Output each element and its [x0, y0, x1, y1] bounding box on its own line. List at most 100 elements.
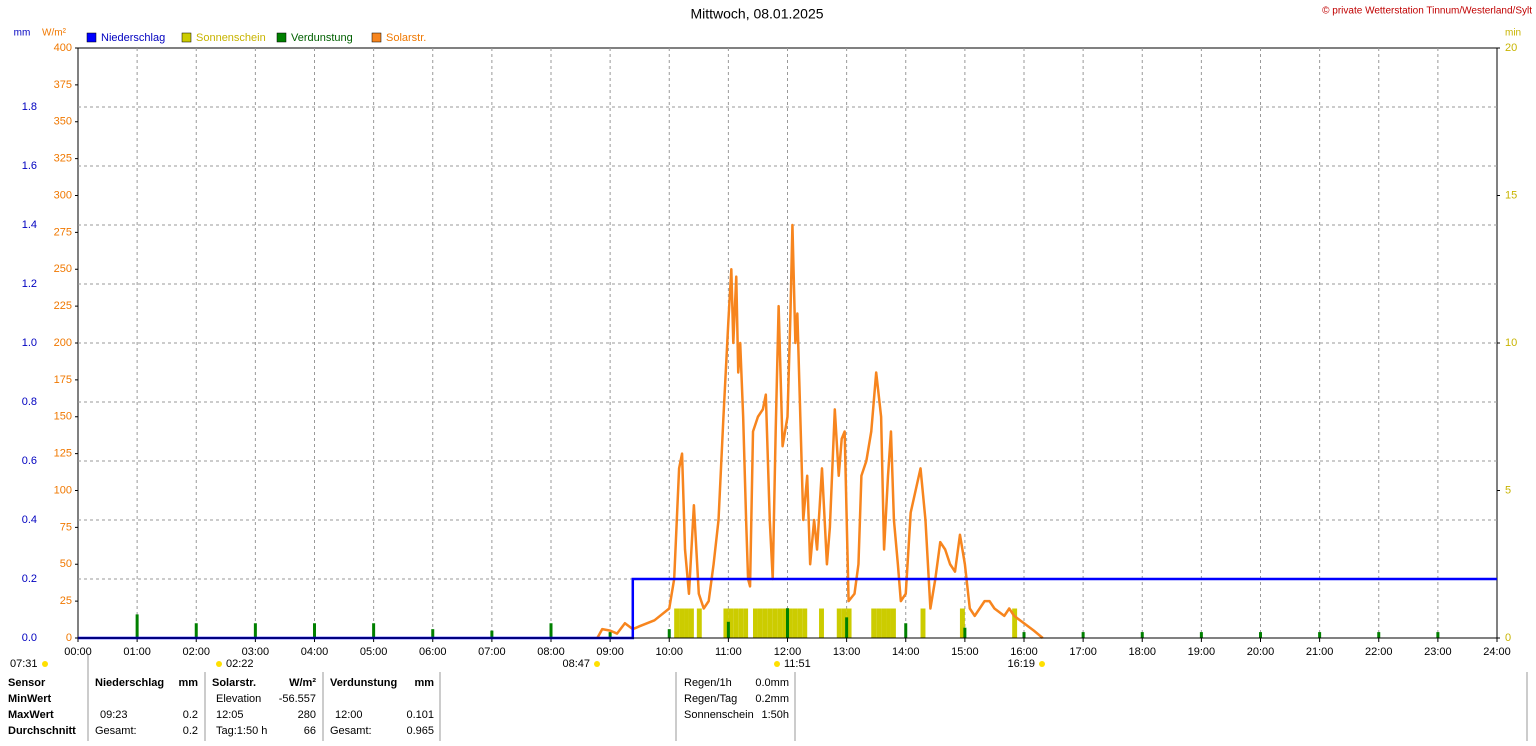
x-tick-label: 13:00 — [833, 646, 861, 658]
bar — [1081, 632, 1085, 638]
y2-tick-label: 150 — [54, 411, 72, 423]
bar — [728, 608, 734, 638]
bar — [886, 608, 891, 638]
bar — [194, 623, 198, 638]
y3-tick-label: 10 — [1505, 337, 1517, 349]
summary-label: Sonnenschein — [684, 709, 754, 721]
stats-cell: MaxWert — [8, 709, 54, 721]
stats-cell: MinWert — [8, 693, 52, 705]
y2-tick-label: 225 — [54, 300, 72, 312]
bar — [890, 608, 896, 638]
x-tick-label: 05:00 — [360, 646, 388, 658]
y2-tick-label: 175 — [54, 374, 72, 386]
bar — [772, 608, 778, 638]
y2-tick-label: 50 — [60, 558, 72, 570]
bar — [876, 608, 882, 638]
bar — [920, 608, 926, 638]
x-tick-label: 07:00 — [478, 646, 506, 658]
x-tick-label: 16:00 — [1010, 646, 1038, 658]
stats-cell: Gesamt: — [95, 725, 137, 737]
x-tick-label: 01:00 — [123, 646, 151, 658]
y3-tick-label: 15 — [1505, 189, 1517, 201]
bar — [1022, 632, 1026, 638]
x-tick-label: 09:00 — [596, 646, 624, 658]
bar — [313, 623, 316, 638]
stats-cell: W/m² — [289, 677, 316, 689]
y-axis-unit: mm — [14, 28, 31, 39]
y2-tick-label: 200 — [54, 337, 72, 349]
stats-cell: Sensor — [8, 677, 46, 689]
line — [596, 223, 1044, 639]
x-tick-label: 18:00 — [1128, 646, 1156, 658]
x-tick-label: 11:00 — [715, 646, 742, 658]
bar — [253, 623, 257, 638]
bar — [841, 608, 847, 638]
stats-cell: -56.557 — [279, 693, 316, 705]
y2-tick-label: 300 — [54, 189, 72, 201]
y2-tick-label: 100 — [54, 484, 72, 496]
bar — [1140, 632, 1144, 638]
bar — [782, 608, 788, 638]
summary-label: Regen/1h — [684, 677, 732, 689]
bar — [1012, 608, 1018, 638]
bar — [431, 629, 435, 638]
bar — [1318, 632, 1322, 638]
bar — [777, 608, 783, 638]
bar — [845, 617, 849, 638]
x-tick-label: 24:00 — [1483, 646, 1511, 658]
bar — [1199, 632, 1203, 638]
x-tick-label: 19:00 — [1188, 646, 1216, 658]
y-tick-label: 0.6 — [22, 455, 37, 467]
bar — [881, 608, 887, 638]
stats-cell: 12:05 — [216, 709, 244, 721]
time-marker: 02:22 — [226, 658, 254, 670]
y3-axis-unit: min — [1505, 28, 1521, 39]
marker-icon — [594, 661, 600, 667]
bar — [667, 629, 671, 638]
y-tick-label: 1.6 — [22, 160, 37, 172]
marker-icon — [774, 661, 780, 667]
bar — [738, 608, 744, 638]
bar — [871, 608, 877, 638]
stats-cell: Durchschnitt — [8, 725, 76, 737]
x-tick-label: 23:00 — [1424, 646, 1452, 658]
y3-tick-label: 5 — [1505, 484, 1511, 496]
stats-cell: Solarstr. — [212, 677, 256, 689]
chart-title: Mittwoch, 08.01.2025 — [690, 6, 823, 22]
copyright: © private Wetterstation Tinnum/Westerlan… — [1322, 6, 1532, 17]
legend-swatch — [371, 32, 382, 43]
bar — [959, 608, 965, 638]
bar — [679, 608, 685, 638]
bar — [767, 608, 773, 638]
x-tick-label: 03:00 — [242, 646, 270, 658]
y2-tick-label: 75 — [60, 521, 72, 533]
x-tick-label: 21:00 — [1306, 646, 1334, 658]
x-tick-label: 00:00 — [64, 646, 92, 658]
marker-icon — [216, 661, 222, 667]
bar — [674, 608, 680, 638]
bar — [1377, 632, 1381, 638]
x-tick-label: 14:00 — [892, 646, 920, 658]
time-marker: 07:31 — [10, 658, 38, 670]
stats-cell: 66 — [304, 725, 316, 737]
bar — [819, 608, 824, 638]
y-tick-label: 1.4 — [22, 219, 37, 231]
bar — [1436, 632, 1440, 638]
y2-tick-label: 0 — [66, 632, 72, 644]
y2-axis-unit: W/m² — [42, 28, 67, 39]
marker-icon — [1039, 661, 1045, 667]
stats-cell: Elevation — [216, 693, 261, 705]
bar — [608, 632, 612, 638]
stats-cell: mm — [178, 677, 198, 689]
stats-cell: 0.101 — [406, 709, 434, 721]
bar — [757, 608, 763, 638]
legend-label: Niederschlag — [101, 32, 165, 44]
bar — [846, 608, 852, 638]
stats-cell: 12:00 — [335, 709, 363, 721]
time-marker: 08:47 — [562, 658, 590, 670]
x-tick-label: 08:00 — [537, 646, 565, 658]
bar — [904, 623, 908, 638]
y-tick-label: 0.8 — [22, 396, 37, 408]
legend-swatch — [276, 32, 287, 43]
